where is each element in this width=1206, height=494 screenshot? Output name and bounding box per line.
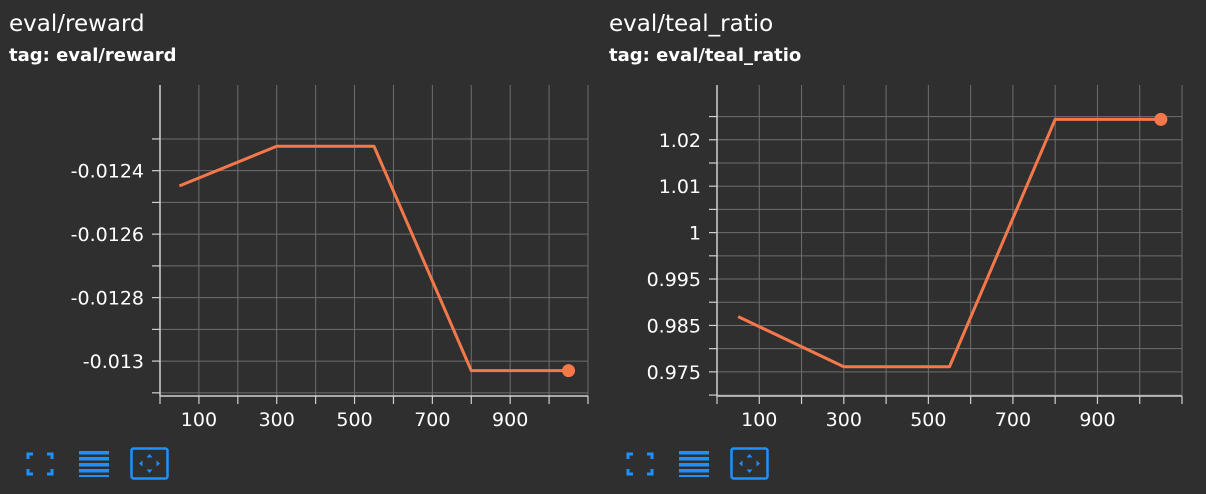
chart-tag: tag: eval/teal_ratio bbox=[609, 45, 802, 66]
fit-domain-button[interactable] bbox=[130, 446, 169, 482]
data-table-icon bbox=[79, 451, 109, 477]
last-point-marker bbox=[562, 364, 576, 378]
x-tick-label: 300 bbox=[259, 409, 295, 431]
y-tick-label: -0.013 bbox=[83, 351, 144, 373]
chart-panel-teal-ratio: eval/teal_ratio tag: eval/teal_ratio 100… bbox=[600, 0, 1190, 494]
line-chart-reward[interactable]: 100 300 500 700 900 -0.0124 -0.0126 -0.0128 -0.0… bbox=[0, 80, 590, 431]
series-line bbox=[178, 144, 569, 373]
last-point-marker bbox=[1154, 112, 1168, 126]
data-table-icon bbox=[679, 451, 709, 477]
x-tick-label: 500 bbox=[336, 409, 372, 431]
x-tick-label: 700 bbox=[995, 409, 1031, 431]
grid bbox=[160, 85, 589, 396]
chart-title: eval/teal_ratio bbox=[609, 11, 774, 37]
y-tick-label: 0.975 bbox=[647, 362, 701, 384]
chart-tag: tag: eval/reward bbox=[9, 45, 177, 66]
x-tick-label: 100 bbox=[181, 409, 217, 431]
chart-title: eval/reward bbox=[9, 11, 145, 37]
y-tick-label: 0.985 bbox=[647, 315, 701, 337]
fit-domain-button[interactable] bbox=[730, 446, 769, 482]
y-tick-label: -0.0126 bbox=[71, 224, 144, 246]
y-tick-label: -0.0124 bbox=[71, 161, 144, 183]
fullscreen-button[interactable] bbox=[22, 446, 58, 482]
fit-domain-icon bbox=[730, 447, 769, 480]
fullscreen-icon bbox=[626, 452, 654, 476]
y-tick-label: 1.01 bbox=[659, 176, 701, 198]
y-tick-label: 1.02 bbox=[659, 130, 701, 152]
data-table-button[interactable] bbox=[676, 446, 712, 482]
fit-domain-icon bbox=[130, 447, 169, 480]
chart-toolbar bbox=[622, 446, 784, 482]
data-table-button[interactable] bbox=[76, 446, 112, 482]
y-tick-label: 1 bbox=[689, 223, 701, 245]
chart-panel-reward: eval/reward tag: eval/reward 100 300 500 70… bbox=[0, 0, 590, 494]
y-tick-label: -0.0128 bbox=[71, 288, 144, 310]
x-tick-label: 100 bbox=[741, 409, 777, 431]
series-line bbox=[737, 117, 1161, 369]
grid bbox=[717, 85, 1183, 396]
x-tick-label: 900 bbox=[492, 409, 528, 431]
fullscreen-icon bbox=[26, 452, 54, 476]
fullscreen-button[interactable] bbox=[622, 446, 658, 482]
y-tick-label: 0.995 bbox=[647, 269, 701, 291]
x-tick-label: 700 bbox=[414, 409, 450, 431]
chart-toolbar bbox=[22, 446, 184, 482]
line-chart-teal-ratio[interactable]: 100 300 500 700 900 1.02 1.01 1 0.995 0.985 0.975 bbox=[600, 80, 1190, 431]
x-tick-label: 300 bbox=[826, 409, 862, 431]
x-tick-label: 500 bbox=[910, 409, 946, 431]
x-tick-label: 900 bbox=[1079, 409, 1115, 431]
